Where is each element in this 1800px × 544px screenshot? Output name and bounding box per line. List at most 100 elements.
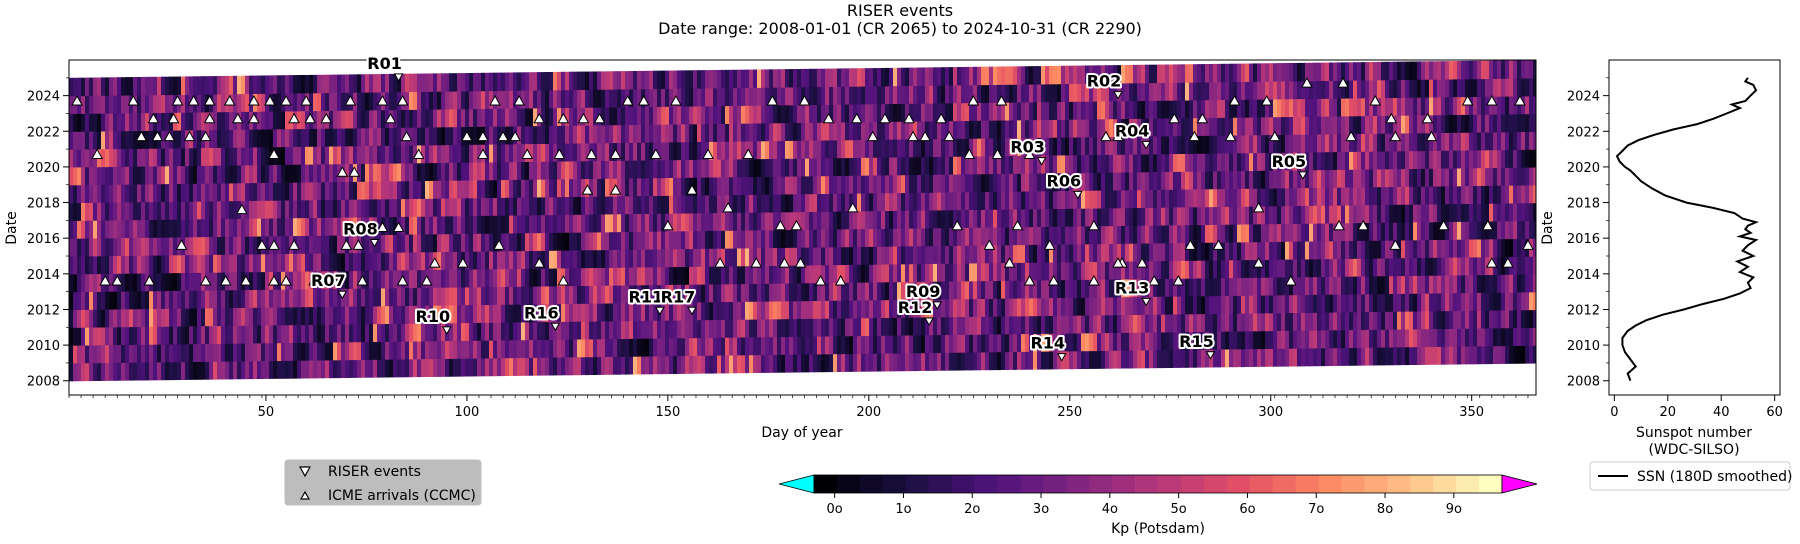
kp-cell [105, 309, 110, 328]
kp-cell [97, 291, 102, 310]
kp-cell [377, 181, 382, 200]
kp-cell [1257, 330, 1262, 350]
kp-cell [765, 122, 770, 142]
kp-cell [669, 248, 674, 268]
kp-cell [1505, 202, 1510, 222]
kp-cell [1253, 152, 1258, 171]
kp-cell [961, 352, 966, 371]
kp-cell [1265, 241, 1270, 260]
kp-cell [73, 238, 78, 257]
kp-cell [813, 318, 818, 337]
kp-cell [537, 196, 542, 216]
kp-cell [157, 237, 162, 256]
kp-cell [1445, 274, 1450, 294]
kp-cell [1065, 350, 1070, 370]
kp-cell [1025, 262, 1030, 281]
kp-cell [641, 356, 646, 375]
kp-cell [793, 229, 798, 248]
kp-cell [325, 288, 330, 307]
kp-cell [257, 307, 262, 326]
kp-cell [1353, 293, 1358, 313]
kp-cell [733, 283, 738, 302]
kp-cell [1121, 314, 1126, 333]
kp-cell [1477, 203, 1482, 222]
kp-cell [1109, 243, 1114, 262]
kp-cell [141, 148, 146, 167]
kp-cell [1005, 244, 1010, 263]
kp-cell [1369, 168, 1374, 188]
kp-cell [141, 166, 146, 185]
kp-cell [949, 352, 954, 371]
kp-cell [217, 343, 222, 362]
kp-cell [233, 200, 238, 219]
kp-cell [993, 280, 998, 299]
kp-cell [973, 173, 978, 193]
kp-cell [1405, 239, 1410, 259]
kp-cell [389, 127, 394, 146]
kp-cell [177, 147, 182, 167]
kp-cell [1281, 259, 1286, 278]
kp-cell [1125, 207, 1130, 226]
kp-cell [1049, 208, 1054, 227]
kp-cell [401, 180, 406, 200]
kp-cell [749, 247, 754, 267]
kp-cell [1037, 190, 1042, 210]
kp-cell [425, 340, 430, 360]
kp-cell [989, 173, 994, 192]
kp-cell [1357, 311, 1362, 330]
kp-cell [1317, 187, 1322, 206]
kp-cell [337, 288, 342, 307]
kp-cell [357, 270, 362, 289]
kp-cell [297, 146, 302, 165]
kp-cell [761, 283, 766, 302]
kp-cell [845, 264, 850, 283]
kp-cell [137, 183, 142, 203]
kp-cell [381, 180, 386, 200]
kp-cell [789, 265, 794, 284]
kp-cell [449, 358, 454, 377]
kp-cell [1081, 136, 1086, 156]
kp-cell [837, 157, 842, 176]
kp-cell [921, 156, 926, 175]
kp-cell [165, 165, 170, 185]
kp-cell [1449, 292, 1454, 312]
kp-cell [541, 250, 546, 269]
kp-cell [1457, 221, 1462, 240]
kp-cell [773, 176, 778, 195]
kp-cell [757, 212, 762, 231]
kp-cell [265, 164, 270, 183]
kp-cell [461, 233, 466, 252]
kp-cell [1377, 240, 1382, 259]
kp-cell [153, 237, 158, 256]
kp-cell [1449, 274, 1454, 294]
kp-cell [329, 270, 334, 290]
kp-cell [1385, 186, 1390, 205]
kp-cell [1109, 350, 1114, 369]
kp-cell [445, 144, 450, 163]
kp-cell [601, 142, 606, 161]
kp-cell [193, 218, 198, 238]
kp-cell [1377, 186, 1382, 206]
kp-cell [489, 161, 494, 181]
kp-cell [1209, 295, 1214, 314]
kp-cell [817, 140, 822, 159]
kp-cell [1365, 133, 1370, 152]
kp-cell [1033, 351, 1038, 370]
kp-cell [433, 180, 438, 199]
kp-cell [145, 326, 150, 345]
kp-cell [417, 305, 422, 324]
kp-cell [621, 356, 626, 375]
kp-cell [929, 120, 934, 140]
kp-cell [1169, 349, 1174, 368]
kp-cell [665, 124, 670, 143]
kp-cell [1097, 136, 1102, 155]
kp-cell [621, 178, 626, 197]
kp-cell [1233, 188, 1238, 207]
kp-cell [1045, 190, 1050, 210]
kp-cell [529, 339, 534, 358]
kp-cell [713, 194, 718, 214]
kp-cell [869, 353, 874, 372]
kp-cell [1269, 348, 1274, 367]
kp-cell [673, 177, 678, 196]
kp-cell [1313, 258, 1318, 278]
